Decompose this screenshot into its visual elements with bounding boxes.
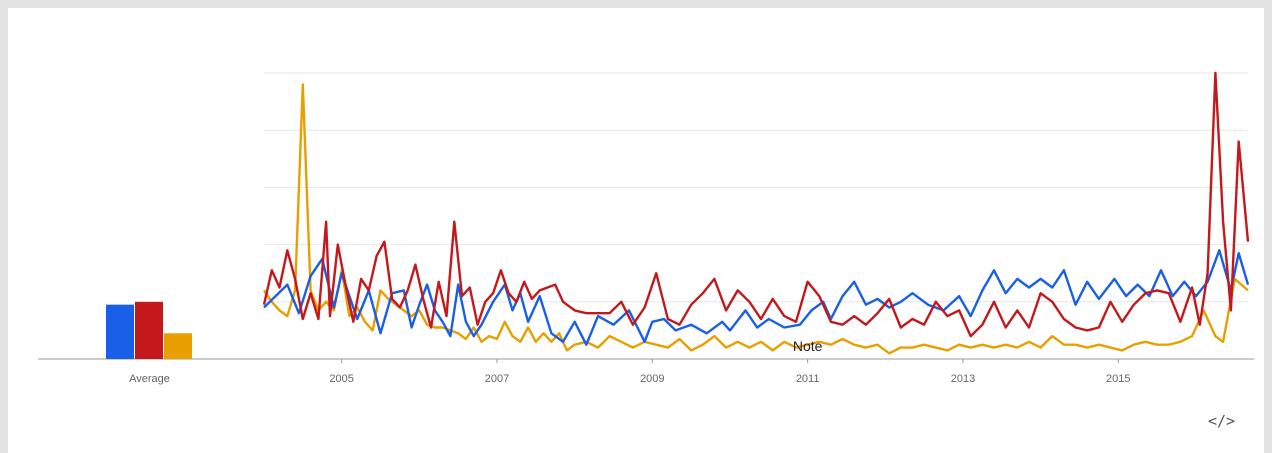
average-label: Average <box>129 373 170 385</box>
code-embed-icon[interactable]: </> <box>1208 412 1236 430</box>
series-line-0 <box>263 249 1250 346</box>
trend-chart: Average 2005 2007 2009 2011 2013 2015 Note <box>38 71 1254 385</box>
x-tick-label-0: 2005 <box>329 373 353 385</box>
average-bars <box>106 301 192 359</box>
average-bar-1 <box>135 301 163 359</box>
x-tick-label-1: 2007 <box>485 373 509 385</box>
x-tick-label-3: 2011 <box>796 373 820 385</box>
note-annotation[interactable]: Note <box>793 338 823 354</box>
trends-chart-card: Average 2005 2007 2009 2011 2013 2015 Note </… <box>8 8 1264 453</box>
gridlines <box>264 72 1248 303</box>
x-tick-label-4: 2013 <box>951 373 975 385</box>
average-bar-0 <box>106 304 134 359</box>
average-bar-2 <box>164 333 192 359</box>
series-line-1 <box>262 71 1250 338</box>
series-lines <box>262 71 1250 355</box>
x-tick-label-5: 2015 <box>1106 373 1130 385</box>
x-axis-ticks: 2005 2007 2009 2011 2013 2015 <box>329 359 1131 385</box>
x-tick-label-2: 2009 <box>640 373 664 385</box>
